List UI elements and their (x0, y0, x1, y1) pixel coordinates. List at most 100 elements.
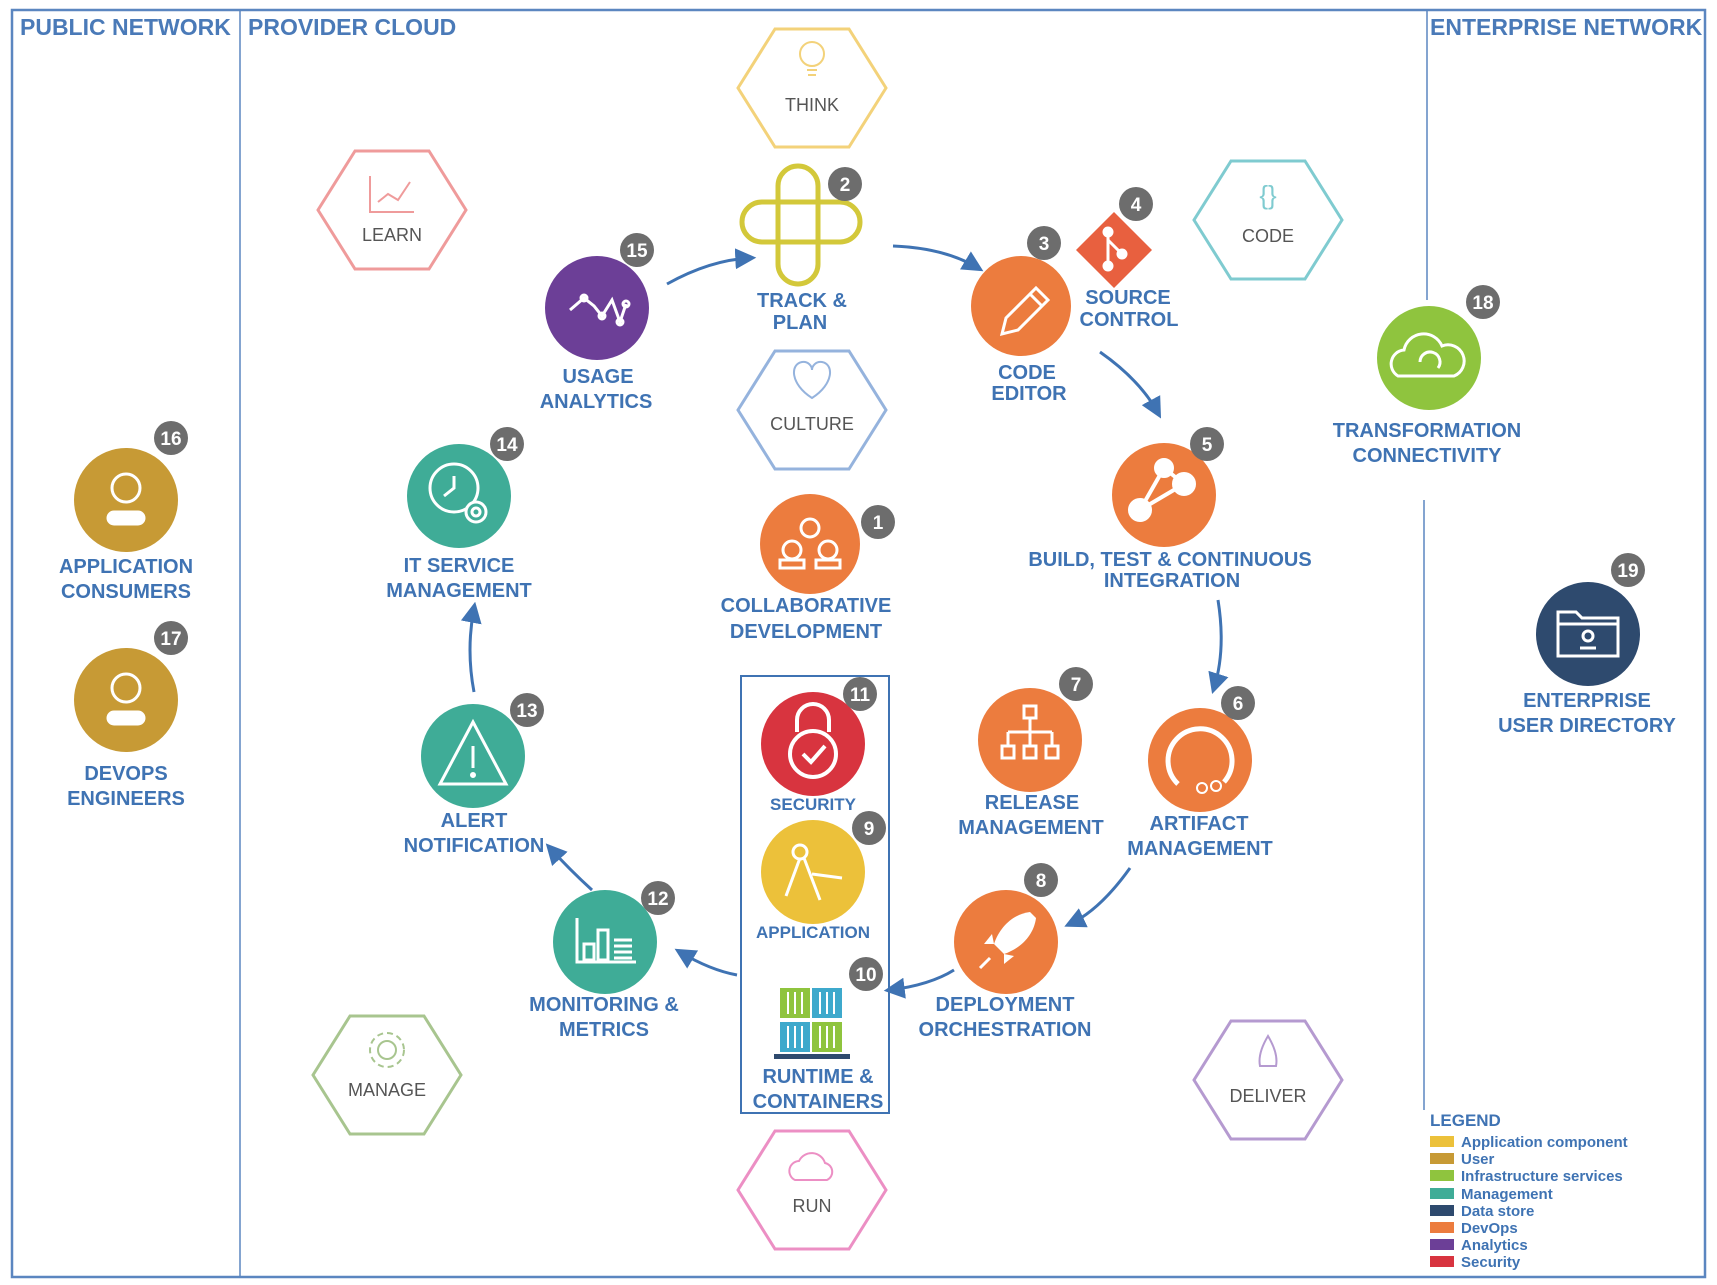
node-label-usage-1: USAGE (562, 366, 633, 388)
phase-culture-hexagon (736, 349, 888, 471)
node-circle-monitoring (553, 890, 657, 994)
node-build-test-ci[interactable]: 5 BUILD, TEST & CONTINUOUS INTEGRATION (1028, 427, 1312, 592)
trend-chart-icon (369, 176, 414, 213)
badge-number-alert: 13 (516, 701, 537, 722)
node-label-transform-1: TRANSFORMATION (1333, 420, 1522, 442)
node-artifact-management[interactable]: 6 ARTIFACT MANAGEMENT (1127, 686, 1273, 860)
heart-icon (793, 360, 831, 400)
legend-label: Management (1461, 1186, 1553, 1203)
badge-consumers (154, 421, 188, 455)
node-code-editor[interactable]: 3 CODE EDITOR (971, 226, 1071, 405)
arrow-alert-to-itsm (460, 601, 482, 693)
badge-number-directory: 19 (1617, 561, 1638, 582)
badge-number-runtime: 10 (855, 965, 876, 986)
node-label-app: APPLICATION (756, 923, 870, 942)
user-icon (106, 472, 146, 526)
phase-code-hexagon (1192, 159, 1344, 281)
phase-manage: MANAGE (311, 1014, 463, 1136)
phase-code: {} CODE (1192, 159, 1344, 281)
legend-label: User (1461, 1151, 1495, 1168)
node-deployment-orchestration[interactable]: 8 DEPLOYMENT ORCHESTRATION (919, 863, 1092, 1041)
badge-number-consumers: 16 (160, 429, 181, 450)
badge-collab (861, 505, 895, 539)
phase-run-label: RUN (793, 1196, 832, 1216)
legend-item: Infrastructure services (1430, 1168, 1623, 1185)
node-devops-engineers[interactable]: 17 DEVOPS ENGINEERS (67, 621, 188, 810)
node-label-alert-1: ALERT (441, 810, 508, 832)
legend-item: User (1430, 1151, 1495, 1168)
node-runtime-containers[interactable]: 10 RUNTIME & CONTAINERS (753, 957, 884, 1113)
phase-culture-label: CULTURE (770, 414, 854, 434)
arrow-track-to-editor (892, 244, 984, 272)
node-label-runtime-2: CONTAINERS (753, 1091, 884, 1113)
node-label-editor-2: EDITOR (991, 383, 1067, 405)
node-it-service-management[interactable]: 14 IT SERVICE MANAGEMENT (386, 427, 532, 602)
zone-title-enterprise: ENTERPRISE NETWORK (1430, 14, 1703, 40)
phase-learn-hexagon (316, 149, 468, 271)
badge-alert (510, 693, 544, 727)
node-release-management[interactable]: 7 RELEASE MANAGEMENT (958, 667, 1104, 839)
pencil-icon (999, 285, 1051, 337)
node-label-track-2: PLAN (773, 312, 827, 334)
node-label-consumers-1: APPLICATION (59, 556, 193, 578)
node-source-control[interactable]: 4 SOURCE CONTROL (1076, 187, 1178, 331)
share-nodes-icon (1128, 458, 1196, 522)
node-circle-collab (760, 494, 860, 594)
legend-swatch (1430, 1256, 1454, 1267)
legend-item: Application component (1430, 1134, 1628, 1151)
runtime-group-box (740, 675, 890, 1114)
node-circle-editor (971, 256, 1071, 356)
node-enterprise-user-directory[interactable]: 19 ENTERPRISE USER DIRECTORY (1498, 553, 1677, 737)
artifact-icon (1165, 726, 1235, 794)
badge-runtime (849, 957, 883, 991)
legend-swatch (1430, 1188, 1454, 1199)
legend-label: Infrastructure services (1461, 1168, 1623, 1185)
line-chart-icon (569, 293, 631, 327)
phase-think: THINK (736, 27, 888, 149)
node-security[interactable]: 11 SECURITY (761, 677, 877, 814)
node-label-devops-2: ENGINEERS (67, 788, 185, 810)
node-track-and-plan[interactable]: 2 TRACK & PLAN (739, 163, 863, 334)
zone-title-provider: PROVIDER CLOUD (248, 14, 456, 40)
node-circle-itsm (407, 444, 511, 548)
node-label-deploy-2: ORCHESTRATION (919, 1019, 1092, 1041)
node-label-monitoring-2: METRICS (559, 1019, 649, 1041)
badge-itsm (490, 427, 524, 461)
legend-swatch (1430, 1239, 1454, 1250)
node-alert-notification[interactable]: 13 ALERT NOTIFICATION (404, 693, 545, 857)
node-label-devops-1: DEVOPS (84, 763, 167, 785)
cloud-icon (1389, 332, 1466, 378)
node-label-directory-1: ENTERPRISE (1523, 690, 1651, 712)
node-application-consumers[interactable]: 16 APPLICATION CONSUMERS (59, 421, 193, 603)
git-icon (1102, 226, 1128, 272)
phase-manage-label: MANAGE (348, 1080, 426, 1100)
badge-track (828, 167, 862, 201)
node-usage-analytics[interactable]: 15 USAGE ANALYTICS (540, 233, 654, 413)
arrow-artifact-to-deploy (1064, 867, 1132, 928)
node-label-monitoring-1: MONITORING & (529, 994, 679, 1016)
node-monitoring-metrics[interactable]: 12 MONITORING & METRICS (529, 881, 679, 1041)
arrow-usage-to-track (666, 248, 757, 286)
arrow-deploy-to-runtime (883, 968, 955, 999)
badge-build (1190, 427, 1224, 461)
node-label-build-2: INTEGRATION (1104, 570, 1240, 592)
node-label-artifact-1: ARTIFACT (1150, 813, 1249, 835)
braces-icon: {} (1259, 180, 1277, 210)
people-icon (778, 517, 842, 570)
arrow-build-to-artifact (1208, 599, 1229, 695)
node-transformation-connectivity[interactable]: 18 TRANSFORMATION CONNECTIVITY (1333, 285, 1522, 467)
node-label-collab-1: COLLABORATIVE (721, 595, 892, 617)
track-plan-icon (739, 163, 863, 287)
node-application[interactable]: 9 APPLICATION (756, 811, 886, 942)
node-label-editor-1: CODE (998, 362, 1056, 384)
lightbulb-icon (799, 41, 825, 76)
user-icon (106, 672, 146, 726)
badge-deploy (1024, 863, 1058, 897)
badge-number-itsm: 14 (496, 435, 518, 456)
node-collaborative-development[interactable]: 1 COLLABORATIVE DEVELOPMENT (721, 494, 895, 643)
zone-title-public: PUBLIC NETWORK (20, 14, 231, 40)
phase-run: RUN (736, 1129, 888, 1251)
node-label-build-1: BUILD, TEST & CONTINUOUS (1028, 549, 1311, 571)
gear-icon (369, 1032, 405, 1068)
